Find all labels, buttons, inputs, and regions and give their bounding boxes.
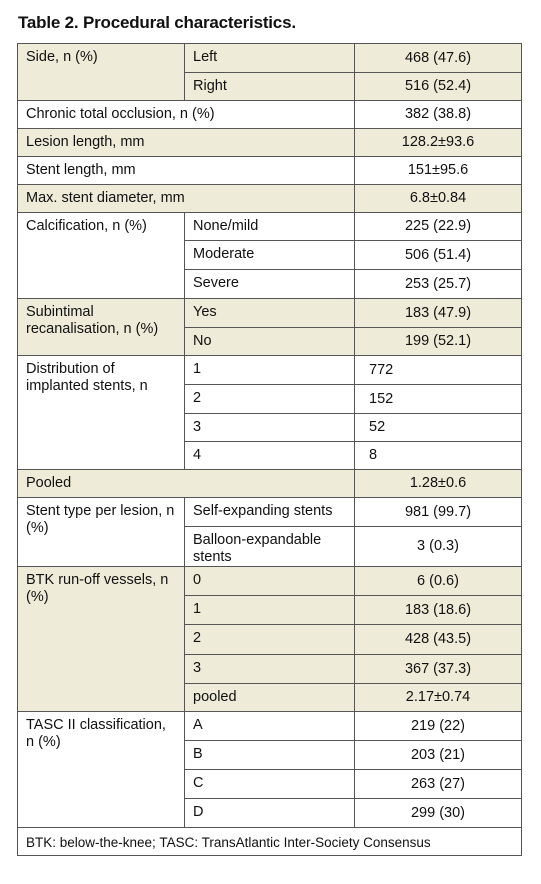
table-row: Severe 253 (25.7) [18,269,522,299]
table-row: Stent type per lesion, n (%) Self-expandi… [17,497,522,567]
row-subcategory-label: pooled [184,683,355,712]
table-row: 2 152 [18,384,522,414]
row-value: 152 [354,384,522,414]
row-subcategory-label: 0 [184,566,355,596]
row-value: 128.2±93.6 [354,128,522,157]
footnote-row: BTK: below-the-knee; TASC: TransAtlantic… [17,827,522,856]
row-value: 183 (18.6) [354,595,522,625]
row-subcategory-label: 3 [184,413,355,442]
row-value: 981 (99.7) [354,497,522,527]
row-category-label: TASC II classification, n (%) [17,711,185,828]
row-value: 225 (22.9) [354,212,522,241]
row-subcategory-label: 3 [184,654,355,684]
row-subcategory-label: Moderate [184,240,355,270]
table-row: Lesion length, mm 128.2±93.6 [17,128,522,157]
row-subcategory-label: Severe [184,269,355,299]
row-category-label: Distribution of implanted stents, n [17,355,185,470]
row-value: 3 (0.3) [354,526,522,567]
row-category-label: Chronic total occlusion, n (%) [17,100,355,129]
table-row: Chronic total occlusion, n (%) 382 (38.8) [17,100,522,129]
table-row: Subintimal recanalisation, n (%) Yes 183 (… [17,298,522,356]
row-subcategory-label: Balloon-expandable stents [184,526,355,567]
row-subcategory-label: No [184,327,355,356]
table-row: No 199 (52.1) [18,327,522,356]
row-value: 299 (30) [354,798,522,828]
row-value: 382 (38.8) [354,100,522,129]
row-subcategory-label: D [184,798,355,828]
table-row: Balloon-expandable stents 3 (0.3) [18,526,522,567]
row-value: 253 (25.7) [354,269,522,299]
row-subcategory-label: None/mild [184,212,355,241]
table-row: Moderate 506 (51.4) [18,240,522,270]
row-subcategory-label: Yes [184,298,355,328]
row-subcategory-label: 1 [184,355,355,385]
table-row: C 263 (27) [18,769,522,799]
table-row: Max. stent diameter, mm 6.8±0.84 [17,184,522,213]
row-value: 772 [354,355,522,385]
table-row: D 299 (30) [18,798,522,828]
row-category-label: BTK run-off vessels, n (%) [17,566,185,712]
row-subcategory-label: Right [184,72,355,101]
procedural-characteristics-table: Side, n (%) Left 468 (47.6) Right 516 (52.4)… [17,43,522,856]
table-row: Side, n (%) Left 468 (47.6) [17,43,522,101]
row-value: 1.28±0.6 [354,469,522,498]
row-subcategory-label: C [184,769,355,799]
row-category-label: Subintimal recanalisation, n (%) [17,298,185,356]
table-row: Right 516 (52.4) [18,72,522,101]
row-value: 8 [354,441,522,470]
row-category-label: Max. stent diameter, mm [17,184,355,213]
row-value: 506 (51.4) [354,240,522,270]
row-subcategory-label: Left [184,43,355,73]
row-category-label: Lesion length, mm [17,128,355,157]
row-value: 183 (47.9) [354,298,522,328]
row-category-label: Stent type per lesion, n (%) [17,497,185,567]
row-subcategory-label: Self-expanding stents [184,497,355,527]
table-row: 3 52 [18,413,522,442]
row-value: 468 (47.6) [354,43,522,73]
row-category-label: Side, n (%) [17,43,185,101]
row-value: 199 (52.1) [354,327,522,356]
table-row: pooled 2.17±0.74 [18,683,522,712]
row-value: 6.8±0.84 [354,184,522,213]
row-value: 516 (52.4) [354,72,522,101]
row-subcategory-label: 2 [184,384,355,414]
table-row: BTK run-off vessels, n (%) 0 6 (0.6) [17,566,522,712]
row-subcategory-label: 2 [184,624,355,655]
row-subcategory-label: 4 [184,441,355,470]
row-value: 428 (43.5) [354,624,522,655]
row-value: 367 (37.3) [354,654,522,684]
row-subcategory-label: 1 [184,595,355,625]
table-title: Table 2. Procedural characteristics. [18,13,296,32]
row-value: 52 [354,413,522,442]
table-footnote: BTK: below-the-knee; TASC: TransAtlantic… [17,827,522,856]
row-subcategory-label: B [184,740,355,770]
row-value: 263 (27) [354,769,522,799]
table-row: 1 183 (18.6) [18,595,522,625]
row-value: 6 (0.6) [354,566,522,596]
row-value: 219 (22) [354,711,522,741]
table-row: Stent length, mm 151±95.6 [17,156,522,185]
row-value: 203 (21) [354,740,522,770]
table-row: TASC II classification, n (%) A 219 (22) [17,711,522,828]
table-row: Pooled 1.28±0.6 [17,469,522,498]
row-category-label: Calcification, n (%) [17,212,185,299]
row-subcategory-label: A [184,711,355,741]
table-row: Calcification, n (%) None/mild 225 (22.9) [17,212,522,299]
table-row: Distribution of implanted stents, n 1 772 [17,355,522,470]
row-category-label: Stent length, mm [17,156,355,185]
table-row: 3 367 (37.3) [18,654,522,684]
row-value: 2.17±0.74 [354,683,522,712]
row-value: 151±95.6 [354,156,522,185]
row-category-label: Pooled [17,469,355,498]
